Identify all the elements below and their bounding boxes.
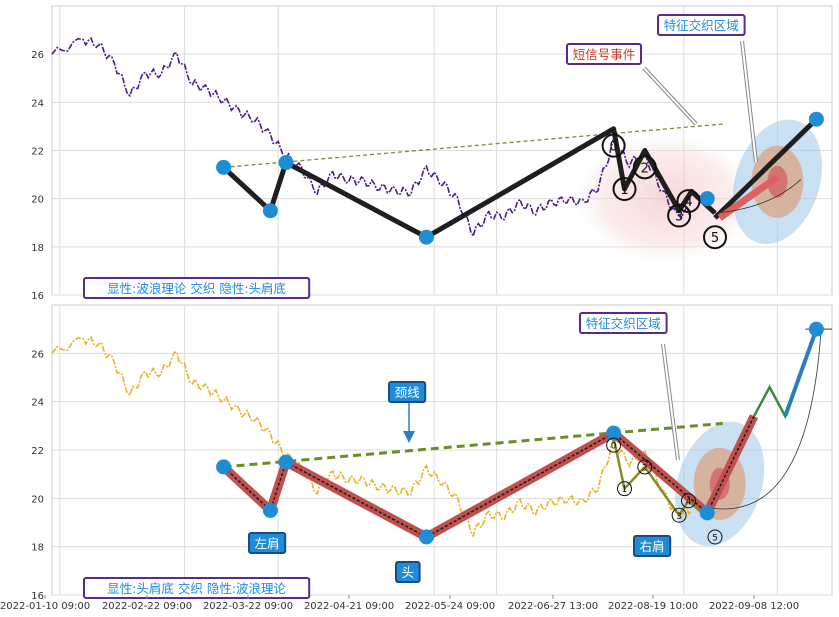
x-tick-label: 2022-06-27 13:00 <box>508 601 598 612</box>
feature-zone-label-box <box>579 312 668 334</box>
feature-zone-label: 特征交织区域 <box>664 18 739 33</box>
projection-line-blue <box>783 328 819 417</box>
pivot-marker <box>262 203 278 219</box>
y-tick-label: 22 <box>31 446 44 457</box>
wave-label-circle <box>617 481 633 497</box>
pivot-marker <box>216 459 232 475</box>
panel-bottom: 16 18 20 22 24 26 0 1 2 34 5 显性:头肩底 交织 隐性:波浪理论 特征交织区… <box>0 304 833 612</box>
wave-label: 3 <box>675 210 683 225</box>
neckline-label-box <box>388 381 427 403</box>
wave-label-circle <box>667 203 692 228</box>
y-tick-label: 24 <box>31 398 44 409</box>
price-series-line <box>51 36 693 239</box>
pivot-marker <box>808 111 824 127</box>
x-tick-label: 2022-01-10 09:00 <box>0 601 90 612</box>
wave-label: 4 <box>686 497 692 507</box>
wave-label: 0 <box>609 140 617 155</box>
wave-label: 4 <box>684 195 692 210</box>
feature-zone-arrow-inner <box>662 343 679 461</box>
right-shoulder-label: 右肩 <box>640 539 665 554</box>
price-series-line <box>51 335 693 539</box>
wave-label-circle <box>676 189 701 214</box>
feature-zone-glow <box>576 134 757 263</box>
y-tick-label: 20 <box>31 494 44 505</box>
pivot-marker <box>216 159 232 175</box>
y-tick-label: 26 <box>31 50 44 61</box>
y-tick-label: 20 <box>31 195 44 206</box>
info-label-box <box>83 577 311 599</box>
wave-label-circle <box>637 459 653 475</box>
x-tick-label: 2022-02-22 09:00 <box>102 601 192 612</box>
pivot-marker <box>699 505 715 521</box>
right-shoulder-label-box <box>633 535 672 557</box>
y-tick-label: 18 <box>31 543 44 554</box>
wave-label-circle <box>680 493 696 509</box>
pivot-marker <box>278 155 294 171</box>
panel-top: 16 18 20 22 24 26 0 12 34 5 显性:波浪理论 交织 隐性:头肩底 短信号事件… <box>31 5 833 302</box>
left-shoulder-label: 左肩 <box>255 536 280 551</box>
wave-label: 1 <box>622 485 628 495</box>
x-tick-label: 2022-08-19 10:00 <box>608 601 698 612</box>
wave-label-circle <box>671 507 687 523</box>
pivot-marker <box>418 529 434 545</box>
pivot-marker <box>808 321 824 337</box>
pivot-marker <box>606 425 622 441</box>
x-tick-label: 2022-03-22 09:00 <box>203 601 293 612</box>
feature-zone-label-box <box>657 14 746 36</box>
left-shoulder-label-box <box>248 532 287 554</box>
y-tick-label: 26 <box>31 349 44 360</box>
pivot-marker <box>262 502 278 518</box>
info-label: 显性:头肩底 交织 隐性:波浪理论 <box>107 581 286 596</box>
feature-zone-label: 特征交织区域 <box>586 316 661 331</box>
wave-label-circle <box>606 437 622 453</box>
short-signal-label-box <box>566 43 642 65</box>
short-signal-arrow-inner <box>643 67 697 125</box>
wave-label-circle <box>707 529 723 545</box>
y-tick-label: 18 <box>31 243 44 254</box>
wave-label: 2 <box>641 161 649 176</box>
y-tick-label: 22 <box>31 147 44 158</box>
x-tick-label: 2022-04-21 09:00 <box>304 601 394 612</box>
neckline-label: 颈线 <box>395 385 421 400</box>
pivot-marker <box>418 229 434 245</box>
wave-label: 0 <box>611 442 617 452</box>
wave-breakout-line <box>713 117 819 220</box>
wave-label-circle <box>601 133 626 158</box>
wave-label-circle <box>703 225 727 250</box>
feature-zone-core <box>767 165 788 198</box>
neckline <box>223 421 723 469</box>
y-tick-label: 24 <box>31 98 44 109</box>
projection-curve <box>710 329 822 510</box>
x-tick-label: 2022-05-24 09:00 <box>405 601 495 612</box>
head-label: 头 <box>402 565 415 580</box>
feature-zone-arrow-inner <box>741 40 757 163</box>
wave-structure-line <box>221 126 717 240</box>
y-tick-label: 16 <box>31 591 44 602</box>
info-label-box <box>83 277 311 299</box>
y-tick-label: 16 <box>31 291 44 302</box>
wave-label: 3 <box>676 512 682 522</box>
pivot-marker <box>278 454 294 470</box>
hidden-wave-line <box>612 437 709 519</box>
x-tick-label: 2022-09-08 12:00 <box>709 601 799 612</box>
wave-label-circle <box>612 177 637 202</box>
wave-label: 5 <box>712 534 718 544</box>
head-label-box <box>395 561 421 583</box>
info-label: 显性:波浪理论 交织 隐性:头肩底 <box>107 281 286 296</box>
wave-label-circle <box>632 155 657 180</box>
wave-label: 5 <box>711 231 719 246</box>
wave-label: 1 <box>620 183 628 198</box>
pivot-marker <box>699 191 715 207</box>
projection-curve <box>714 179 802 214</box>
wave-label: 2 <box>642 463 648 473</box>
short-signal-label: 短信号事件 <box>573 47 636 62</box>
